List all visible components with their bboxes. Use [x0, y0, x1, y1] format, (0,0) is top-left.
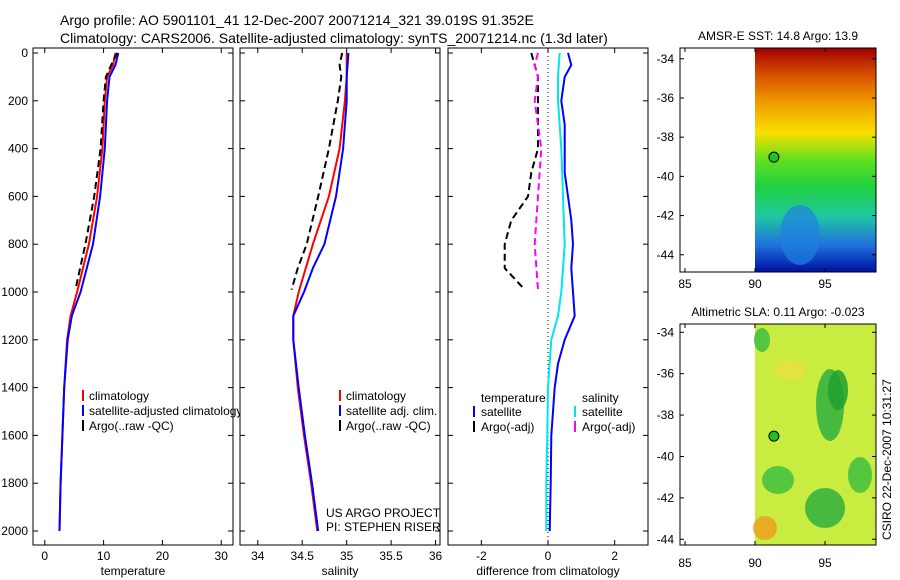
temp-xtick-label: 0 — [41, 549, 48, 563]
project-annotation: US ARGO PROJECT — [326, 506, 441, 520]
sal-xtick-label: 34 — [251, 549, 265, 563]
temp-axes-frame — [32, 47, 234, 546]
map-ytick-label: -34 — [657, 52, 675, 66]
map-ytick-label: -44 — [657, 248, 675, 262]
depth-tick-label: 2000 — [1, 524, 28, 538]
map-title: Altimetric SLA: 0.11 Argo: -0.023 — [691, 305, 865, 319]
sla-feature — [762, 466, 794, 494]
depth-tick-label: 800 — [8, 237, 28, 251]
diff-xtick-label: 0 — [545, 549, 552, 563]
depth-tick-label: 0 — [21, 46, 28, 60]
title-line1: Argo profile: AO 5901101_41 12-Dec-2007 … — [60, 12, 534, 28]
diff-series-salinity-satellite — [545, 52, 566, 531]
diff-legend-label: Argo(-adj) — [582, 420, 635, 434]
diff-legend-header: temperature — [481, 391, 546, 405]
map-ytick-label: -44 — [657, 532, 675, 546]
sla-feature — [753, 516, 777, 540]
diff-xtick-label: -2 — [476, 549, 487, 563]
argo-location-marker — [768, 430, 780, 442]
temp-legend-label: satellite-adjusted climatology — [89, 404, 242, 418]
map-ytick-label: -42 — [657, 491, 675, 505]
temp-series-satellite-adjusted-climatology — [58, 52, 120, 532]
diff-series-temperature-satellite — [548, 52, 576, 532]
depth-tick-label: 1400 — [1, 381, 28, 395]
depth-tick-label: 600 — [8, 189, 28, 203]
map-xtick-label: 85 — [678, 556, 692, 570]
sal-axes-frame — [239, 47, 441, 546]
diff-legend-label: satellite — [582, 405, 623, 419]
sal-legend-label: Argo(..raw -QC) — [346, 419, 431, 433]
temp-legend-label: Argo(..raw -QC) — [89, 419, 174, 433]
diff-series-salinity-argo-adj- — [533, 52, 543, 290]
temp-legend-label: climatology — [89, 389, 149, 403]
depth-tick-label: 1200 — [1, 333, 28, 347]
sla-feature — [828, 370, 848, 410]
temp-xtick-label: 20 — [156, 549, 170, 563]
sal-series-argo-raw-qc- — [290, 52, 344, 290]
sal-legend-label: climatology — [346, 389, 406, 403]
sal-series-satellite-adj-clim- — [292, 52, 350, 532]
map-title: AMSR-E SST: 14.8 Argo: 13.9 — [698, 29, 858, 43]
sst-field-feature — [780, 205, 820, 265]
map-ytick-label: -40 — [657, 449, 675, 463]
map-xtick-label: 95 — [818, 556, 832, 570]
depth-tick-label: 200 — [8, 94, 28, 108]
map-ytick-label: -40 — [657, 169, 675, 183]
sal-xlabel: salinity — [322, 564, 359, 578]
argo-location-marker — [768, 151, 780, 163]
temp-series-argo-raw-qc- — [74, 52, 118, 290]
temp-xtick-label: 30 — [215, 549, 229, 563]
map-ytick-label: -34 — [657, 325, 675, 339]
map-frame — [679, 47, 877, 273]
sal-xtick-label: 35.5 — [379, 549, 403, 563]
depth-tick-label: 400 — [8, 142, 28, 156]
map-frame — [679, 323, 877, 546]
sla-feature — [848, 457, 872, 493]
map-ytick-label: -38 — [657, 130, 675, 144]
map-ytick-label: -42 — [657, 209, 675, 223]
map-xtick-label: 90 — [748, 277, 762, 291]
sal-xtick-label: 36 — [429, 549, 443, 563]
diff-xtick-label: 2 — [611, 549, 618, 563]
sal-legend-label: satellite adj. clim. — [346, 404, 437, 418]
diff-legend-label: satellite — [481, 405, 522, 419]
sal-xtick-label: 34.5 — [291, 549, 315, 563]
depth-tick-label: 1800 — [1, 476, 28, 490]
map-ytick-label: -38 — [657, 408, 675, 422]
sla-feature — [754, 328, 770, 352]
sla-feature — [774, 360, 806, 380]
project-annotation: PI: STEPHEN RISER — [326, 520, 441, 534]
depth-tick-label: 1600 — [1, 428, 28, 442]
diff-legend-header: salinity — [582, 391, 619, 405]
map-xtick-label: 90 — [748, 556, 762, 570]
map-xtick-label: 95 — [818, 277, 832, 291]
temp-xlabel: temperature — [101, 564, 166, 578]
sal-xtick-label: 35 — [340, 549, 354, 563]
temp-xtick-label: 10 — [97, 549, 111, 563]
map-xtick-label: 85 — [678, 277, 692, 291]
depth-tick-label: 1000 — [1, 285, 28, 299]
sla-feature — [805, 488, 845, 528]
title-line2: Climatology: CARS2006. Satellite-adjuste… — [60, 30, 608, 46]
diff-xlabel: difference from climatology — [476, 564, 619, 578]
diff-legend-label: Argo(-adj) — [481, 420, 534, 434]
map-ytick-label: -36 — [657, 367, 675, 381]
map-ytick-label: -36 — [657, 91, 675, 105]
diff-series-temperature-argo-adj- — [503, 52, 539, 291]
